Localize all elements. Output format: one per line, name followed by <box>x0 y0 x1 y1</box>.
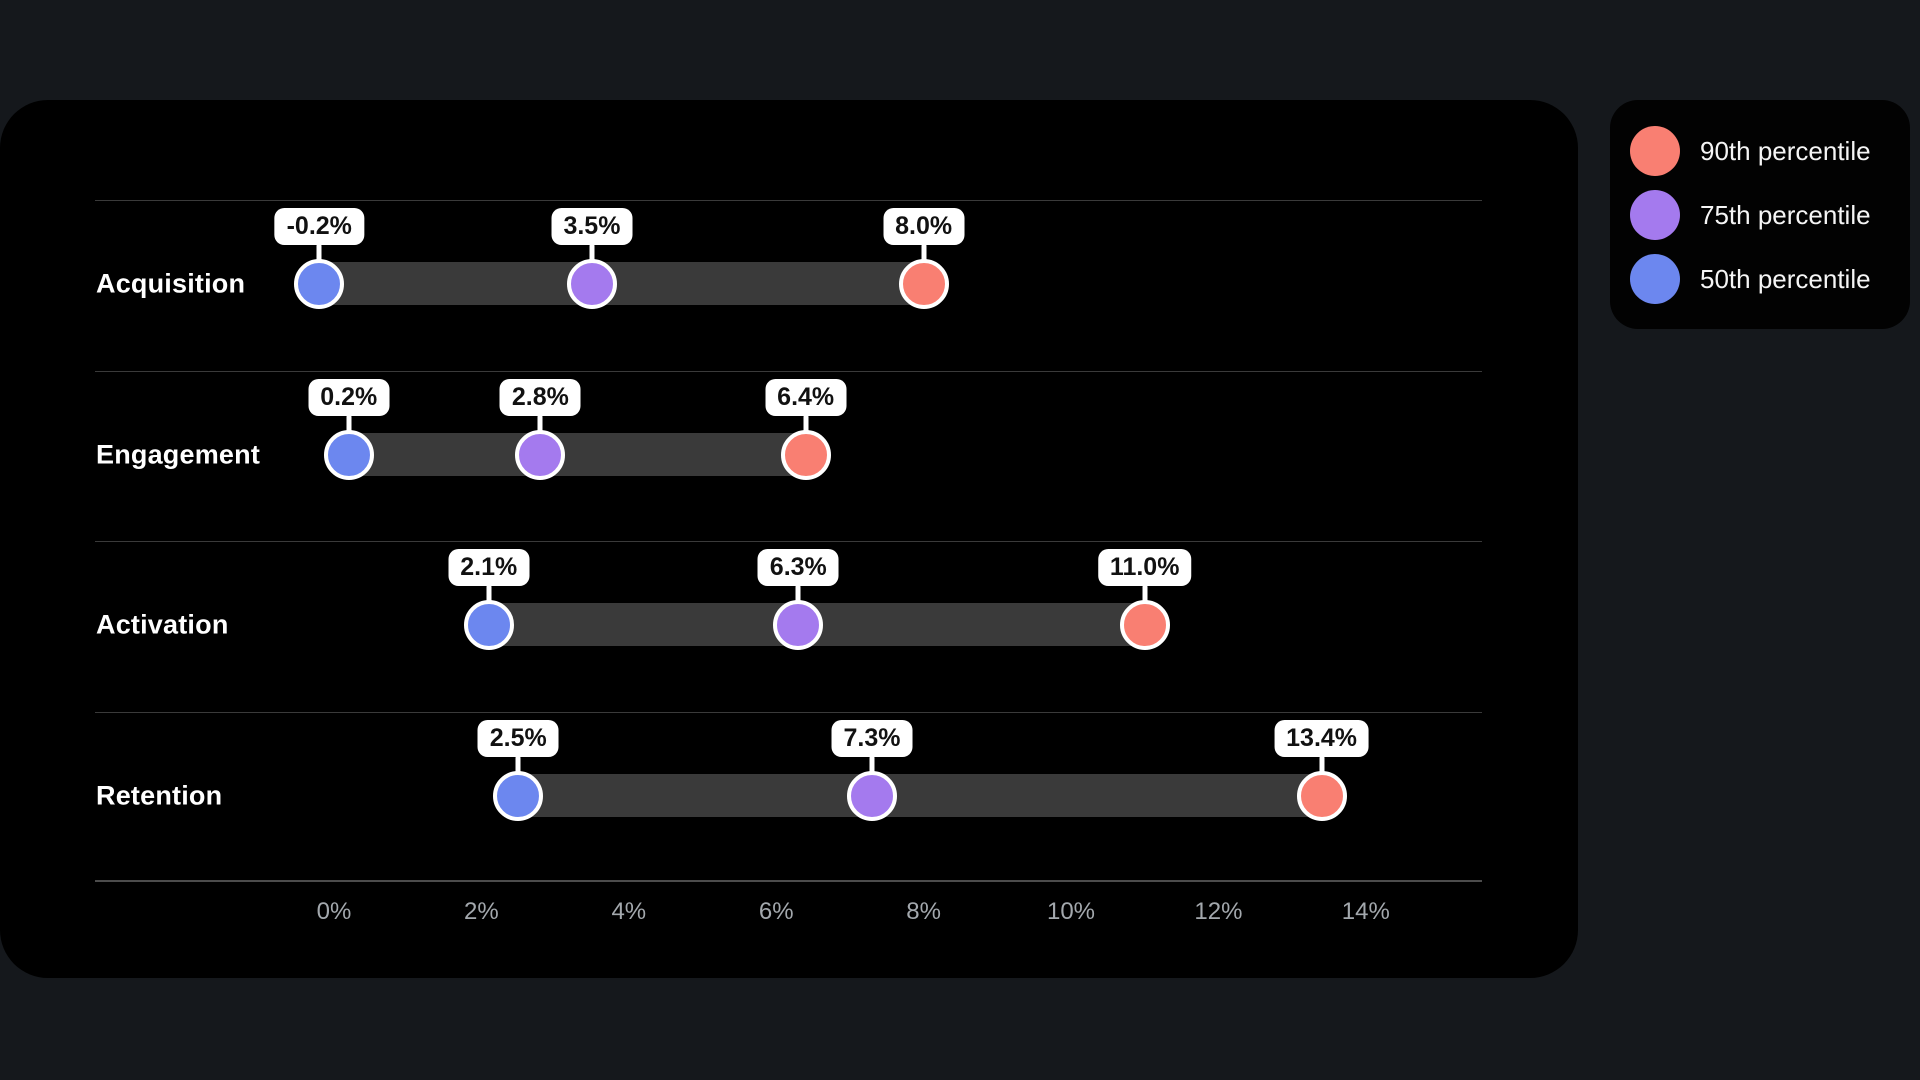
dot-90th-percentile <box>780 429 831 480</box>
chart-row-engagement: Engagement 0.2% 2.8% 6.4% <box>0 370 1578 542</box>
value-badge: 11.0% <box>1097 549 1192 586</box>
x-axis-tick: 2% <box>464 898 499 925</box>
x-axis-tick: 0% <box>316 898 352 925</box>
dot-90th-percentile <box>1119 600 1170 650</box>
legend-label: 90th percentile <box>1700 135 1871 166</box>
row-separator <box>95 200 1482 201</box>
x-axis-tick: 14% <box>1341 898 1390 925</box>
dot-75th-percentile <box>773 600 824 650</box>
range-bar <box>348 432 806 476</box>
x-axis-tick: 6% <box>758 898 794 925</box>
marker-stem <box>486 585 492 603</box>
dot-90th-percentile <box>898 259 949 309</box>
legend-label: 75th percentile <box>1700 199 1871 230</box>
x-axis-tick: 4% <box>611 898 647 925</box>
marker-stem <box>589 244 595 262</box>
dot-75th-percentile <box>515 429 566 480</box>
chart-row-acquisition: Acquisition -0.2% 3.5% 8.0% <box>0 200 1578 371</box>
dot-90th-percentile <box>1296 770 1347 821</box>
row-label: Retention <box>96 780 223 810</box>
value-badge: 6.4% <box>765 378 847 416</box>
legend-swatch-75th <box>1630 190 1680 240</box>
legend-item-90th-percentile: 90th percentile <box>1630 126 1910 176</box>
value-badge: 13.4% <box>1274 719 1370 757</box>
legend-item-75th-percentile: 75th percentile <box>1630 190 1910 240</box>
dot-75th-percentile <box>847 770 897 821</box>
marker-stem <box>316 244 322 262</box>
x-axis-tick: 12% <box>1194 898 1243 925</box>
marker-stem <box>515 755 521 774</box>
x-axis-tick: 10% <box>1046 898 1096 925</box>
marker-stem <box>537 414 543 433</box>
row-separator <box>95 541 1482 542</box>
dot-50th-percentile <box>493 770 544 821</box>
x-axis-line <box>95 880 1482 882</box>
value-badge: 2.5% <box>477 719 559 757</box>
legend-item-50th-percentile: 50th percentile <box>1630 254 1910 304</box>
marker-stem <box>795 585 801 603</box>
marker-stem <box>921 244 927 262</box>
dot-50th-percentile <box>294 259 345 309</box>
value-badge: 6.3% <box>757 549 839 586</box>
legend-label: 50th percentile <box>1700 263 1871 294</box>
x-axis-tick: 8% <box>906 898 941 925</box>
marker-stem <box>346 414 352 433</box>
value-badge: 2.1% <box>448 549 530 586</box>
row-label: Engagement <box>96 439 261 469</box>
range-bar <box>518 773 1322 817</box>
value-badge: 7.3% <box>831 719 913 757</box>
marker-stem <box>1319 755 1325 774</box>
chart-legend: 90th percentile 75th percentile 50th per… <box>1610 100 1910 329</box>
legend-swatch-50th <box>1630 254 1680 304</box>
chart-row-retention: Retention 2.5% 7.3% 13.4% <box>0 711 1578 883</box>
dot-50th-percentile <box>323 429 374 480</box>
marker-stem <box>869 755 875 774</box>
dot-75th-percentile <box>566 259 617 309</box>
row-separator <box>95 711 1482 713</box>
value-badge: 0.2% <box>308 378 390 416</box>
row-label: Activation <box>96 609 229 640</box>
legend-swatch-90th <box>1630 126 1680 176</box>
range-bar <box>319 262 924 305</box>
value-badge: 2.8% <box>499 378 581 416</box>
value-badge: 8.0% <box>883 208 965 245</box>
value-badge: 3.5% <box>551 208 633 245</box>
chart-row-activation: Activation 2.1% 6.3% 11.0% <box>0 541 1578 712</box>
row-label: Acquisition <box>96 268 246 299</box>
marker-stem <box>803 414 809 433</box>
percentile-chart-card: Acquisition -0.2% 3.5% 8.0% Engagement 0… <box>0 100 1578 978</box>
value-badge: -0.2% <box>274 208 364 245</box>
marker-stem <box>1142 585 1148 603</box>
dot-50th-percentile <box>463 600 514 650</box>
row-separator <box>95 370 1482 372</box>
